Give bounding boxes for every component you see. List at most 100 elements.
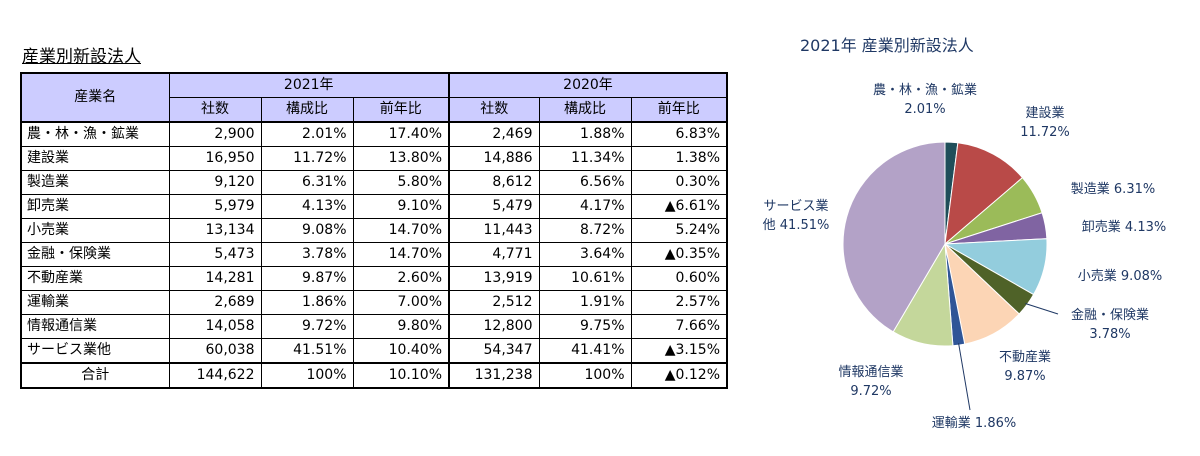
header-composition-2021: 構成比 — [260, 97, 354, 123]
cell-yoy-2020: ▲0.35% — [630, 242, 728, 267]
pie-label-line: 3.78% — [1089, 327, 1130, 342]
pie-label-line: 運輸業 1.86% — [932, 415, 1016, 431]
total-yoy-2020: ▲0.12% — [630, 362, 728, 389]
cell-yoy-2020: 0.30% — [630, 170, 728, 195]
cell-yoy-2021: 13.80% — [352, 146, 450, 171]
cell-composition-2020: 4.17% — [538, 194, 632, 219]
cell-count-2020: 4,771 — [448, 242, 540, 267]
cell-yoy-2020: 2.57% — [630, 290, 728, 315]
cell-composition-2020: 1.91% — [538, 290, 632, 315]
cell-yoy-2021: 2.60% — [352, 266, 450, 291]
pie-slices — [842, 141, 1048, 347]
cell-yoy-2021: 14.70% — [352, 242, 450, 267]
total-row: 合計 144,622 100% 10.10% 131,238 100% ▲0.12% — [20, 362, 728, 389]
pie-label-line: 建設業 — [1025, 105, 1064, 121]
cell-yoy-2020: 5.24% — [630, 218, 728, 243]
pie-label-line: 2.01% — [904, 102, 945, 117]
cell-composition-2021: 4.13% — [260, 194, 354, 219]
cell-yoy-2020: 6.83% — [630, 121, 728, 147]
cell-count-2021: 2,900 — [168, 121, 262, 147]
table-row: 運輸業 2,689 1.86% 7.00% 2,512 1.91% 2.57% — [20, 290, 728, 315]
cell-count-2021: 14,281 — [168, 266, 262, 291]
cell-composition-2020: 9.75% — [538, 314, 632, 339]
header-2020: 2020年 — [448, 72, 728, 98]
pie-slice-label: 建設業 11.72% — [1020, 105, 1070, 140]
row-industry-name: 卸売業 — [20, 194, 170, 219]
pie-labels: 農・林・漁・鉱業 2.01% 建設業 11.72% 製造業 6.31% 卸売業 4.13%… — [763, 82, 1167, 431]
pie-slice-label: 卸売業 4.13% — [1082, 219, 1166, 235]
pie-label-line: 製造業 6.31% — [1071, 181, 1155, 197]
table-row: 小売業 13,134 9.08% 14.70% 11,443 8.72% 5.24% — [20, 218, 728, 243]
header-row-years: 産業名 2021年 2020年 — [20, 72, 728, 123]
cell-count-2021: 2,689 — [168, 290, 262, 315]
cell-composition-2020: 41.41% — [538, 338, 632, 364]
cell-count-2020: 54,347 — [448, 338, 540, 364]
chart-title: 2021年 産業別新設法人 — [800, 36, 974, 55]
table-row: 不動産業 14,281 9.87% 2.60% 13,919 10.61% 0.60% — [20, 266, 728, 291]
header-industry: 産業名 — [20, 72, 170, 123]
pie-slice-label: 金融・保険業 3.78% — [1071, 307, 1149, 342]
row-industry-name: 製造業 — [20, 170, 170, 195]
row-industry-name: サービス業他 — [20, 338, 170, 364]
table-row: 農・林・漁・鉱業 2,900 2.01% 17.40% 2,469 1.88% 6.83% — [20, 121, 728, 147]
pie-label-line: 9.87% — [1004, 369, 1045, 384]
pie-label-line: サービス業 — [763, 198, 828, 214]
pie-slice-label: 情報通信業 9.72% — [838, 364, 903, 399]
pie-slice — [944, 142, 1024, 246]
row-industry-name: 建設業 — [20, 146, 170, 171]
pie-slice-label: 小売業 9.08% — [1078, 268, 1162, 284]
total-composition-2020: 100% — [538, 362, 632, 389]
pie-label-line: 不動産業 — [999, 349, 1051, 365]
header-yoy-2021: 前年比 — [352, 97, 450, 123]
cell-count-2020: 8,612 — [448, 170, 540, 195]
table-row: 金融・保険業 5,473 3.78% 14.70% 4,771 3.64% ▲0.35% — [20, 242, 728, 267]
cell-composition-2020: 6.56% — [538, 170, 632, 195]
pie-slice-label: 農・林・漁・鉱業 2.01% — [873, 82, 977, 117]
cell-yoy-2021: 9.80% — [352, 314, 450, 339]
total-count-2021: 144,622 — [168, 362, 262, 389]
total-composition-2021: 100% — [260, 362, 354, 389]
pie-slice — [842, 141, 946, 333]
cell-yoy-2020: 0.60% — [630, 266, 728, 291]
cell-count-2020: 5,479 — [448, 194, 540, 219]
cell-composition-2021: 9.87% — [260, 266, 354, 291]
pie-chart: 農・林・漁・鉱業 2.01% 建設業 11.72% 製造業 6.31% 卸売業 4.13%… — [763, 82, 1167, 431]
header-yoy-2020: 前年比 — [630, 97, 728, 123]
total-label: 合計 — [20, 362, 170, 389]
header-composition-2020: 構成比 — [538, 97, 632, 123]
cell-yoy-2021: 17.40% — [352, 121, 450, 147]
cell-yoy-2021: 5.80% — [352, 170, 450, 195]
table-row: 情報通信業 14,058 9.72% 9.80% 12,800 9.75% 7.66% — [20, 314, 728, 339]
pie-label-line: 小売業 9.08% — [1078, 268, 1162, 284]
cell-yoy-2020: 1.38% — [630, 146, 728, 171]
pie-label-line: 農・林・漁・鉱業 — [873, 82, 977, 98]
cell-composition-2020: 11.34% — [538, 146, 632, 171]
cell-count-2021: 14,058 — [168, 314, 262, 339]
cell-count-2020: 11,443 — [448, 218, 540, 243]
header-row-columns: 社数 構成比 前年比 社数 構成比 前年比 — [21, 97, 728, 123]
cell-composition-2021: 9.08% — [260, 218, 354, 243]
pie-label-line: 卸売業 4.13% — [1082, 219, 1166, 235]
cell-yoy-2020: ▲6.61% — [630, 194, 728, 219]
header-2021: 2021年 — [168, 72, 450, 98]
pie-label-line: 11.72% — [1020, 125, 1070, 140]
cell-yoy-2021: 7.00% — [352, 290, 450, 315]
cell-yoy-2021: 10.40% — [352, 338, 450, 364]
cell-composition-2020: 8.72% — [538, 218, 632, 243]
cell-count-2020: 13,919 — [448, 266, 540, 291]
cell-count-2020: 14,886 — [448, 146, 540, 171]
table-row: 卸売業 5,979 4.13% 9.10% 5,479 4.17% ▲6.61% — [20, 194, 728, 219]
cell-composition-2020: 3.64% — [538, 242, 632, 267]
cell-yoy-2021: 9.10% — [352, 194, 450, 219]
cell-composition-2021: 41.51% — [260, 338, 354, 364]
header-count-2021: 社数 — [168, 97, 262, 123]
pie-label-line: 9.72% — [850, 384, 891, 399]
cell-count-2020: 2,469 — [448, 121, 540, 147]
cell-composition-2020: 1.88% — [538, 121, 632, 147]
cell-composition-2021: 1.86% — [260, 290, 354, 315]
pie-label-line: 他 41.51% — [763, 218, 830, 233]
cell-count-2021: 13,134 — [168, 218, 262, 243]
cell-composition-2021: 2.01% — [260, 121, 354, 147]
cell-count-2021: 16,950 — [168, 146, 262, 171]
row-industry-name: 農・林・漁・鉱業 — [20, 121, 170, 147]
